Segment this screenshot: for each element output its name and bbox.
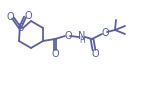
Text: O: O	[51, 49, 59, 58]
Text: S: S	[17, 23, 23, 33]
Text: O: O	[101, 28, 109, 38]
Text: O: O	[24, 11, 32, 21]
Text: N: N	[78, 31, 86, 41]
Text: O: O	[64, 31, 72, 41]
Text: O: O	[6, 12, 14, 22]
Text: H: H	[79, 36, 85, 45]
Text: O: O	[91, 49, 99, 58]
